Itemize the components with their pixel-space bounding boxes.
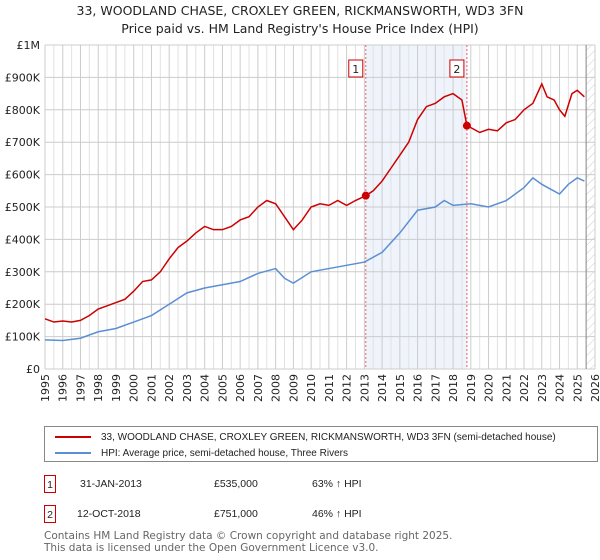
y-tick-label: £1M [17, 39, 41, 52]
sale-price: £751,000 [214, 508, 258, 520]
legend-label-property: 33, WOODLAND CHASE, CROXLEY GREEN, RICKM… [101, 431, 556, 443]
x-tick-label: 2013 [358, 374, 371, 402]
y-tick-label: £0 [26, 363, 40, 376]
sale-marker-box: 2 [44, 505, 56, 523]
y-tick-label: £500K [5, 201, 41, 214]
sale-label-box [348, 59, 364, 78]
sale-marker-box: 1 [44, 475, 56, 493]
x-tick-label: 2004 [199, 374, 212, 402]
title-line-1: 33, WOODLAND CHASE, CROXLEY GREEN, RICKM… [76, 3, 524, 18]
legend: 33, WOODLAND CHASE, CROXLEY GREEN, RICKM… [44, 426, 598, 462]
y-tick-label: £800K [5, 104, 41, 117]
x-tick-label: 2022 [518, 374, 531, 402]
y-tick-label: £700K [5, 136, 41, 149]
sale-date: 12-OCT-2018 [77, 508, 141, 520]
sale-label: 2 [453, 63, 460, 76]
sale-point [361, 191, 370, 200]
legend-label-hpi: HPI: Average price, semi-detached house,… [101, 447, 348, 459]
sale-label: 1 [352, 63, 359, 76]
sale-label-box [449, 59, 465, 78]
x-tick-label: 2016 [412, 374, 425, 402]
x-tick-label: 2025 [571, 374, 584, 402]
x-tick-label: 2001 [145, 374, 158, 402]
x-tick-label: 2000 [128, 374, 141, 402]
hpi-line [44, 176, 585, 342]
x-tick-label: 2007 [252, 374, 265, 402]
sale-hpi: 46% ↑ HPI [312, 508, 362, 520]
sale-row: 1 31-JAN-2013 £535,000 63% ↑ HPI [44, 475, 444, 495]
x-tick-label: 2024 [554, 374, 567, 402]
x-tick-label: 2012 [341, 374, 354, 402]
x-tick-label: 2009 [287, 374, 300, 402]
x-tick-label: 2011 [323, 374, 336, 402]
title-line-2: Price paid vs. HM Land Registry's House … [121, 21, 479, 36]
footer-line: This data is licensed under the Open Gov… [44, 542, 379, 554]
legend-line-property [55, 436, 91, 438]
x-tick-label: 2017 [429, 374, 442, 402]
x-tick-label: 2008 [270, 374, 283, 402]
x-tick-label: 1999 [110, 374, 123, 402]
sale-date: 31-JAN-2013 [80, 478, 142, 490]
y-tick-label: £200K [5, 298, 41, 311]
x-tick-label: 2002 [163, 374, 176, 402]
y-tick-label: £900K [5, 71, 41, 84]
x-tick-label: 2014 [376, 374, 389, 402]
x-tick-label: 2005 [216, 374, 229, 402]
x-tick-label: 2019 [465, 374, 478, 402]
x-tick-label: 2003 [181, 374, 194, 402]
sale-point [462, 121, 471, 130]
x-tick-label: 2020 [483, 374, 496, 402]
x-tick-label: 2018 [447, 374, 460, 402]
y-tick-label: £300K [5, 266, 41, 279]
footer-line: Contains HM Land Registry data © Crown c… [44, 530, 453, 542]
chart-title: 33, WOODLAND CHASE, CROXLEY GREEN, RICKM… [0, 2, 600, 38]
y-tick-label: £100K [5, 331, 41, 344]
x-tick-label: 2026 [589, 374, 600, 402]
y-tick-label: £400K [5, 233, 41, 246]
footer: Contains HM Land Registry data © Crown c… [44, 530, 452, 554]
sale-price: £535,000 [214, 478, 258, 490]
sale-row: 2 12-OCT-2018 £751,000 46% ↑ HPI [44, 505, 444, 525]
legend-line-hpi [55, 452, 91, 454]
x-tick-label: 2023 [536, 374, 549, 402]
sale-hpi: 63% ↑ HPI [312, 478, 362, 490]
property-line [44, 81, 585, 323]
x-tick-label: 2010 [305, 374, 318, 402]
x-tick-label: 2021 [500, 374, 513, 402]
x-tick-label: 1995 [39, 374, 52, 402]
y-tick-label: £600K [5, 169, 41, 182]
x-tick-label: 2015 [394, 374, 407, 402]
x-tick-label: 1997 [74, 374, 87, 402]
plot: 1995 1996 1997 1998 1999 2000 2001 2002 2003 2004… [5, 39, 600, 402]
x-tick-label: 2006 [234, 374, 247, 402]
x-tick-label: 1998 [92, 374, 105, 402]
x-tick-label: 1996 [57, 374, 70, 402]
